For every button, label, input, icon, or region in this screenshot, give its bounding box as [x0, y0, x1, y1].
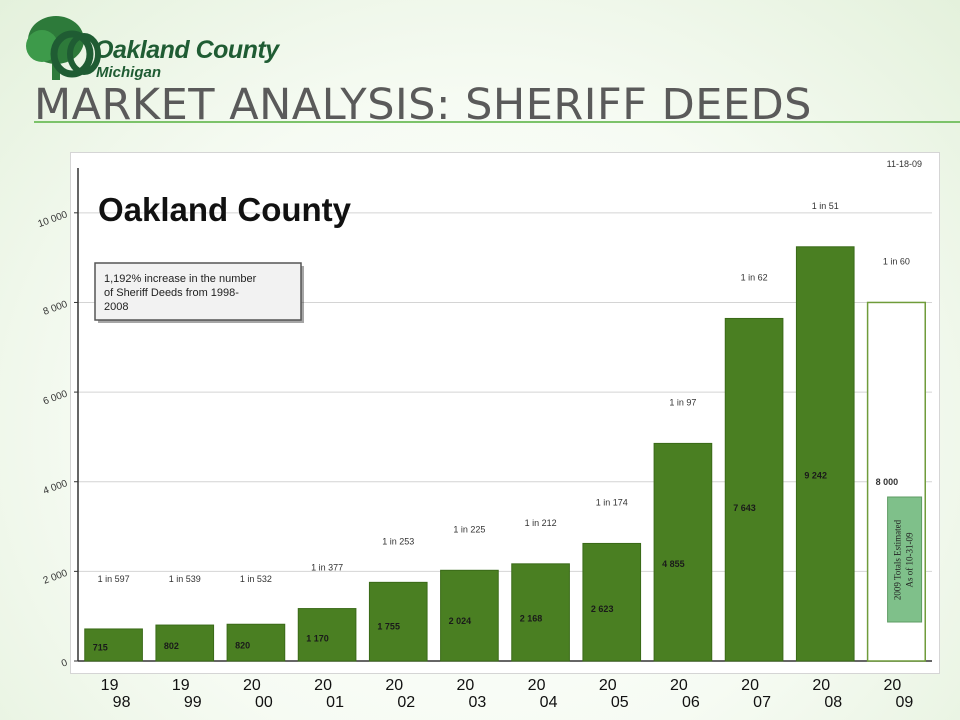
bar-ratio-label: 1 in 597 [98, 574, 130, 584]
bar-value-label: 4 855 [662, 559, 685, 569]
bar-value-label: 8 000 [876, 477, 899, 487]
callout-box [94, 262, 302, 321]
x-tick-label: 02 [397, 694, 415, 711]
x-tick-label: 20 [457, 677, 475, 694]
x-tick-label: 08 [824, 694, 842, 711]
x-tick-label: 19 [101, 677, 119, 694]
oakland-county-logo: Oakland County Michigan [22, 14, 282, 84]
x-tick-label: 05 [611, 694, 629, 711]
bar-ratio-label: 1 in 60 [883, 256, 910, 266]
bar-value-label: 2 168 [520, 613, 543, 623]
estimate-note-box [887, 496, 923, 623]
x-tick-label: 09 [896, 694, 914, 711]
bar [226, 623, 286, 662]
bar [653, 442, 713, 662]
y-tick-label: 4 000 [42, 478, 70, 497]
x-tick-label: 20 [812, 677, 830, 694]
bar-value-label: 2 623 [591, 604, 614, 614]
estimate-note-line: As of 10-31-09 [905, 532, 915, 587]
bar [368, 581, 428, 662]
bar-ratio-label: 1 in 51 [812, 201, 839, 211]
estimate-note-line: 2009 Totals Estimated [893, 519, 903, 600]
chart-frame [70, 152, 940, 674]
x-tick-label: 19 [172, 677, 190, 694]
x-tick-label: 99 [184, 694, 202, 711]
bar-value-label: 1 170 [306, 633, 329, 643]
logo-name: Oakland County [94, 36, 279, 64]
bar-ratio-label: 1 in 377 [311, 563, 343, 573]
bar-ratio-label: 1 in 532 [240, 574, 272, 584]
bar-ratio-label: 1 in 174 [596, 497, 628, 507]
x-tick-label: 20 [599, 677, 617, 694]
bar-value-label: 802 [164, 641, 179, 651]
bar [724, 317, 784, 662]
bar [795, 246, 855, 662]
logo-subtitle: Michigan [96, 64, 162, 81]
x-tick-label: 07 [753, 694, 771, 711]
bar [297, 608, 357, 662]
bar-ratio-label: 1 in 97 [669, 397, 696, 407]
x-tick-label: 00 [255, 694, 273, 711]
x-tick-label: 20 [243, 677, 261, 694]
bar [440, 569, 499, 662]
bar-value-label: 7 643 [733, 503, 756, 513]
bar-ratio-label: 1 in 253 [382, 536, 414, 546]
x-tick-label: 06 [682, 694, 700, 711]
bar-value-label: 715 [93, 643, 108, 653]
bar-ratio-label: 1 in 539 [169, 574, 201, 584]
bar-value-label: 1 755 [377, 622, 400, 632]
x-tick-label: 20 [314, 677, 332, 694]
bar-ratio-label: 1 in 212 [525, 518, 557, 528]
y-tick-label: 0 [60, 657, 69, 669]
bar-value-label: 9 242 [804, 471, 827, 481]
x-tick-label: 04 [540, 694, 558, 711]
y-tick-label: 8 000 [42, 299, 70, 318]
bar-value-label: 2 024 [449, 616, 472, 626]
bar [582, 542, 642, 662]
x-tick-label: 01 [326, 694, 344, 711]
chart-date-note: 11-18-09 [887, 159, 922, 169]
y-tick-label: 2 000 [42, 568, 70, 587]
y-tick-label: 6 000 [42, 388, 70, 407]
x-tick-label: 20 [741, 677, 759, 694]
y-tick-label: 10 000 [37, 209, 70, 230]
x-tick-label: 20 [385, 677, 403, 694]
bar-ratio-label: 1 in 62 [741, 272, 768, 282]
x-tick-label: 98 [113, 694, 131, 711]
chart-title: Oakland County [98, 191, 352, 228]
bar-ratio-label: 1 in 225 [453, 524, 485, 534]
bar [511, 563, 570, 662]
bar [84, 628, 143, 662]
callout-text: 1,192% increase in the number of Sheriff … [104, 273, 257, 313]
bar [155, 624, 215, 662]
x-tick-label: 03 [469, 694, 487, 711]
oak-tree-logo-icon [26, 16, 101, 80]
x-tick-label: 20 [670, 677, 688, 694]
bar-value-label: 820 [235, 640, 250, 650]
x-tick-label: 20 [528, 677, 546, 694]
x-tick-label: 20 [884, 677, 902, 694]
title-divider [34, 121, 960, 123]
